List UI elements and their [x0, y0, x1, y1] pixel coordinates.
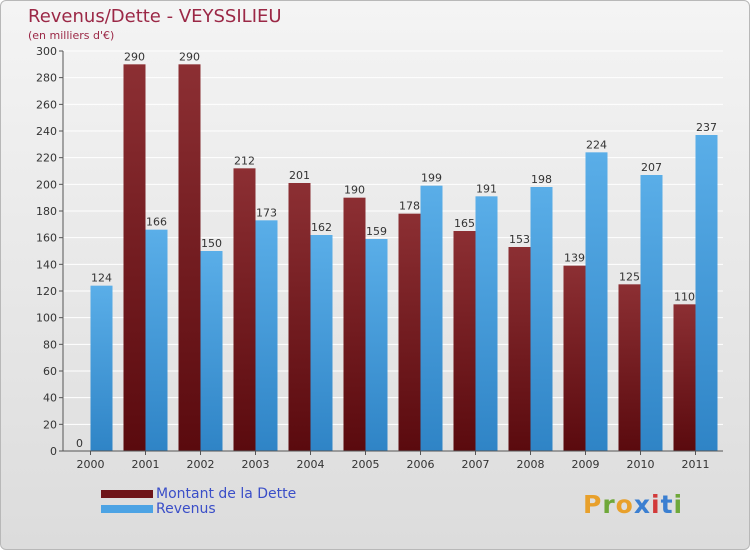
data-label-revenus: 124: [91, 272, 112, 285]
data-label-revenus: 159: [366, 225, 387, 238]
data-label-revenus: 224: [586, 138, 607, 151]
chart-title: Revenus/Dette - VEYSSILIEU: [28, 6, 282, 27]
bar-revenus: [145, 229, 168, 451]
y-tick-label: 120: [36, 285, 57, 298]
logo-letter: x: [633, 490, 651, 519]
y-tick-label: 140: [36, 258, 57, 271]
bar-revenus: [200, 251, 223, 451]
logo-letter: o: [615, 490, 634, 519]
legend-swatch-revenus: [101, 505, 153, 513]
logo-letter: i: [673, 490, 684, 519]
y-tick-label: 0: [50, 445, 57, 458]
y-tick-label: 260: [36, 98, 57, 111]
data-label-dette: 178: [399, 200, 420, 213]
data-label-dette: 201: [289, 169, 310, 182]
x-tick-label: 2000: [77, 458, 105, 471]
data-label-dette: 165: [454, 217, 475, 230]
bar-revenus: [585, 152, 608, 452]
x-tick-label: 2002: [187, 458, 215, 471]
chart-subtitle: (en milliers d'€): [28, 29, 115, 42]
y-tick-label: 220: [36, 152, 57, 165]
bar-dette: [123, 64, 146, 452]
x-tick-label: 2006: [407, 458, 435, 471]
data-label-dette: 110: [674, 290, 695, 303]
y-tick-label: 60: [43, 365, 57, 378]
logo-letter: P: [583, 490, 603, 519]
bar-dette: [178, 64, 201, 452]
data-label-dette: 290: [179, 50, 200, 63]
x-tick-label: 2005: [352, 458, 380, 471]
x-tick-label: 2007: [462, 458, 490, 471]
data-label-revenus: 166: [146, 216, 167, 229]
logo-letter: i: [651, 490, 661, 519]
x-tick-label: 2004: [297, 458, 325, 471]
x-tick-label: 2008: [517, 458, 545, 471]
bar-revenus: [640, 175, 663, 451]
data-label-dette: 139: [564, 252, 585, 265]
data-label-revenus: 237: [696, 121, 717, 134]
x-tick-label: 2001: [132, 458, 160, 471]
x-tick-label: 2003: [242, 458, 270, 471]
bar-revenus: [310, 235, 333, 451]
data-label-dette: 153: [509, 233, 530, 246]
bar-dette: [508, 247, 531, 451]
x-tick-label: 2009: [572, 458, 600, 471]
bar-revenus: [90, 285, 113, 451]
bars: [90, 64, 718, 452]
data-label-revenus: 207: [641, 161, 662, 174]
x-tick-label: 2011: [682, 458, 710, 471]
bar-revenus: [420, 185, 443, 451]
data-label-revenus: 198: [531, 173, 552, 186]
x-tick-label: 2010: [627, 458, 655, 471]
data-label-dette: 290: [124, 50, 145, 63]
y-tick-label: 180: [36, 205, 57, 218]
bar-dette: [288, 183, 311, 451]
bar-revenus: [365, 239, 388, 451]
y-tick-label: 300: [36, 45, 57, 58]
legend-label-dette: Montant de la Dette: [156, 486, 297, 502]
bar-revenus: [255, 220, 278, 451]
y-tick-label: 160: [36, 232, 57, 245]
data-label-revenus: 199: [421, 172, 442, 185]
axes: [59, 50, 723, 455]
bar-revenus: [530, 187, 553, 451]
bar-dette: [563, 265, 586, 451]
data-label-dette: 125: [619, 270, 640, 283]
bar-dette: [233, 168, 256, 452]
grid-lines: [63, 50, 723, 452]
bar-dette: [673, 304, 696, 451]
bar-dette: [618, 284, 641, 451]
y-tick-label: 20: [43, 418, 57, 431]
data-label-dette: 190: [344, 184, 365, 197]
data-label-revenus: 191: [476, 182, 497, 195]
bar-dette: [398, 213, 421, 451]
labels: 0 20 40 60 80 100 120 140 160 180 200 220 240 260 280 3…: [36, 45, 717, 471]
y-tick-label: 40: [43, 392, 57, 405]
legend-label-revenus: Revenus: [156, 501, 216, 517]
y-tick-label: 280: [36, 72, 57, 85]
y-tick-label: 80: [43, 338, 57, 351]
bar-revenus: [695, 135, 718, 451]
y-tick-label: 100: [36, 312, 57, 325]
legend-swatch-dette: [101, 490, 153, 498]
data-label-dette: 212: [234, 154, 255, 167]
bar-revenus: [475, 196, 498, 451]
data-label-revenus: 150: [201, 237, 222, 250]
y-tick-label: 200: [36, 178, 57, 191]
proxiti-logo: Proxiti: [583, 490, 683, 519]
bar-dette: [343, 197, 366, 451]
logo-letter: t: [660, 490, 674, 519]
data-label-revenus: 162: [311, 221, 332, 234]
y-tick-label: 240: [36, 125, 57, 138]
data-label-revenus: 173: [256, 206, 277, 219]
data-label-dette: 0: [76, 437, 83, 450]
bar-dette: [453, 231, 476, 451]
logo-letter: r: [602, 490, 616, 519]
